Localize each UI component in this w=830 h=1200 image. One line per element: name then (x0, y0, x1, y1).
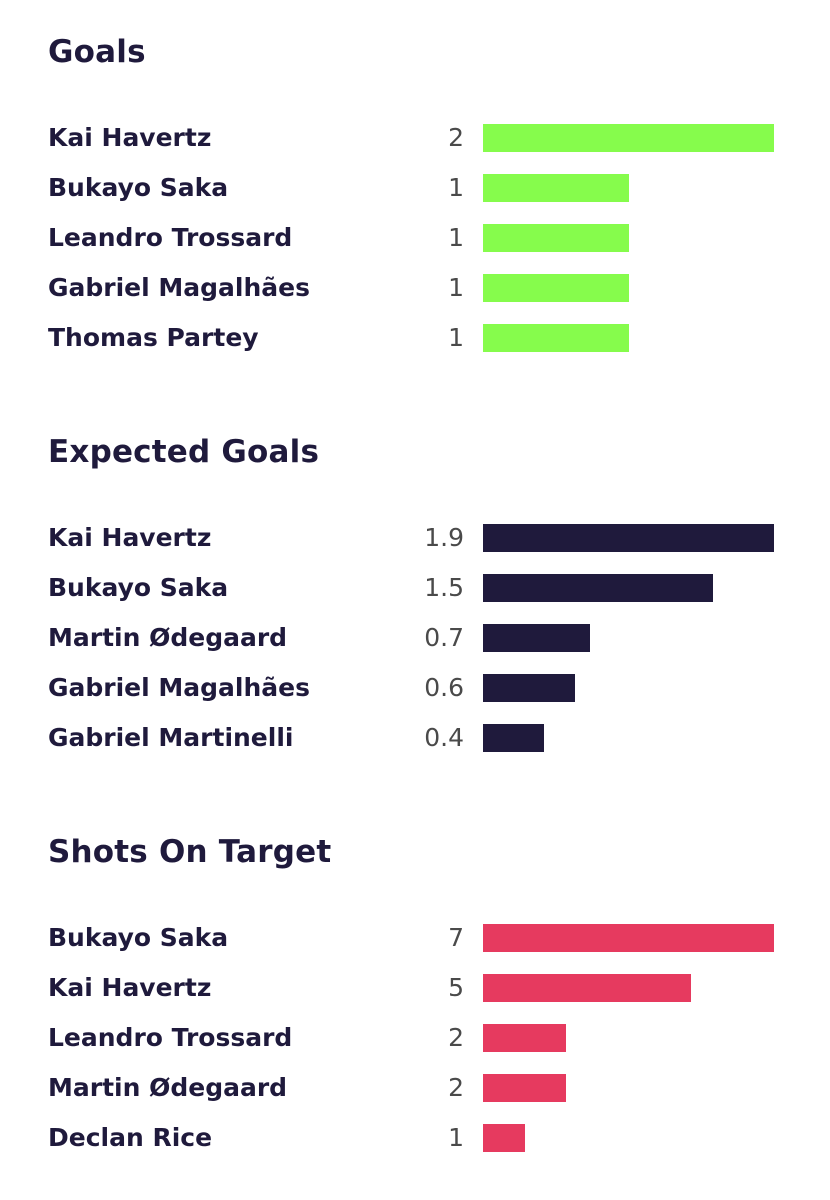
stat-value: 1 (448, 173, 464, 202)
shots-on-target-bar (483, 1124, 525, 1152)
stat-value: 1 (448, 323, 464, 352)
goals-section: Goals Kai Havertz 2 Bukayo Saka 1 Leandro Tro… (0, 0, 830, 400)
shots-on-target-section: Shots On Target Bukayo Saka 7 Kai Havertz 5 L… (0, 800, 830, 1200)
goals-bar (483, 124, 774, 152)
player-name: Bukayo Saka (48, 923, 229, 952)
expected-goals-bar (483, 624, 590, 652)
shots-on-target-row: Kai Havertz 5 (0, 963, 830, 1013)
expected-goals-row: Bukayo Saka 1.5 (0, 563, 830, 613)
goals-row: Gabriel Magalhães 1 (0, 263, 830, 313)
shots-on-target-row: Declan Rice 1 (0, 1113, 830, 1163)
expected-goals-title: Expected Goals (48, 434, 320, 470)
stat-value: 1.5 (424, 573, 464, 602)
stat-value: 7 (448, 923, 464, 952)
player-name: Leandro Trossard (48, 1023, 293, 1052)
player-name: Thomas Partey (48, 323, 259, 352)
stat-value: 0.7 (424, 623, 464, 652)
stat-value: 2 (448, 1073, 464, 1102)
stat-value: 2 (448, 123, 464, 152)
expected-goals-row: Kai Havertz 1.9 (0, 513, 830, 563)
shots-on-target-bar (483, 1024, 566, 1052)
stat-value: 1 (448, 273, 464, 302)
shots-on-target-bar (483, 974, 691, 1002)
stat-value: 1.9 (424, 523, 464, 552)
player-name: Declan Rice (48, 1123, 213, 1152)
expected-goals-bar (483, 724, 544, 752)
shots-on-target-row: Leandro Trossard 2 (0, 1013, 830, 1063)
player-name: Bukayo Saka (48, 173, 229, 202)
shots-on-target-bar (483, 924, 774, 952)
goals-title: Goals (48, 34, 146, 70)
expected-goals-row: Martin Ødegaard 0.7 (0, 613, 830, 663)
player-name: Gabriel Magalhães (48, 673, 310, 702)
goals-row: Leandro Trossard 1 (0, 213, 830, 263)
stat-value: 1 (448, 1123, 464, 1152)
expected-goals-bar (483, 524, 774, 552)
expected-goals-row: Gabriel Magalhães 0.6 (0, 663, 830, 713)
player-name: Kai Havertz (48, 973, 212, 1002)
player-name: Kai Havertz (48, 123, 212, 152)
goals-row: Thomas Partey 1 (0, 313, 830, 363)
player-name: Gabriel Magalhães (48, 273, 310, 302)
shots-on-target-row: Bukayo Saka 7 (0, 913, 830, 963)
player-name: Martin Ødegaard (48, 1073, 288, 1102)
shots-on-target-bar (483, 1074, 566, 1102)
stat-value: 0.6 (424, 673, 464, 702)
player-name: Bukayo Saka (48, 573, 229, 602)
stat-value: 0.4 (424, 723, 464, 752)
goals-row: Bukayo Saka 1 (0, 163, 830, 213)
goals-row: Kai Havertz 2 (0, 113, 830, 163)
player-name: Leandro Trossard (48, 223, 293, 252)
stat-value: 2 (448, 1023, 464, 1052)
player-name: Martin Ødegaard (48, 623, 288, 652)
goals-bar (483, 274, 629, 302)
player-name: Gabriel Martinelli (48, 723, 294, 752)
stat-value: 5 (448, 973, 464, 1002)
expected-goals-section: Expected Goals Kai Havertz 1.9 Bukayo Saka 1… (0, 400, 830, 800)
expected-goals-bar (483, 674, 575, 702)
shots-on-target-title: Shots On Target (48, 834, 332, 870)
goals-bar (483, 174, 629, 202)
goals-bar (483, 324, 629, 352)
player-name: Kai Havertz (48, 523, 212, 552)
expected-goals-row: Gabriel Martinelli 0.4 (0, 713, 830, 763)
goals-bar (483, 224, 629, 252)
stat-value: 1 (448, 223, 464, 252)
shots-on-target-row: Martin Ødegaard 2 (0, 1063, 830, 1113)
expected-goals-bar (483, 574, 713, 602)
